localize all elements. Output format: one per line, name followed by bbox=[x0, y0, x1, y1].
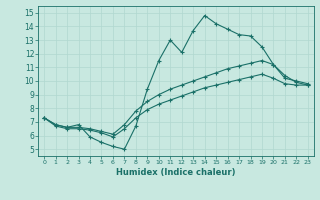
X-axis label: Humidex (Indice chaleur): Humidex (Indice chaleur) bbox=[116, 168, 236, 177]
